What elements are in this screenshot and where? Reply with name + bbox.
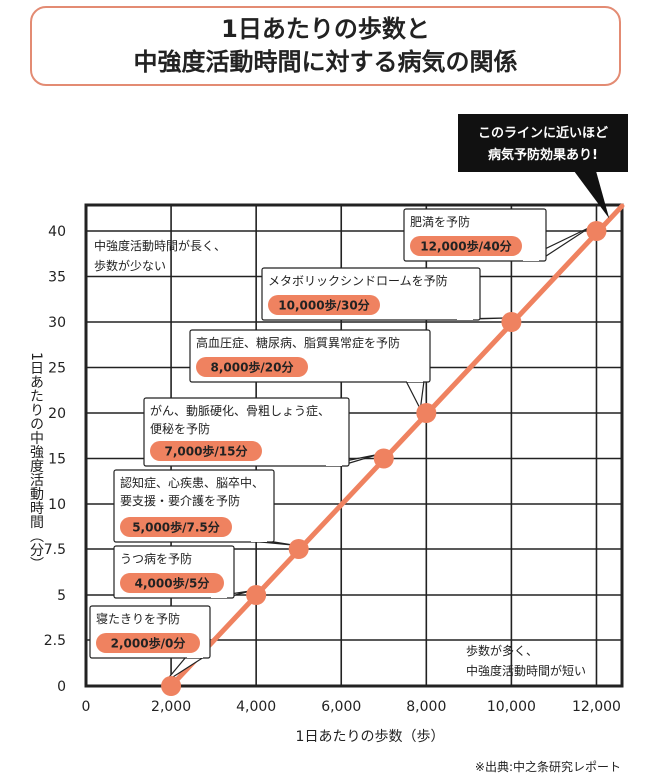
y-tick-label-5: 15	[48, 452, 66, 468]
callout-text-1-0: うつ病を予防	[120, 551, 192, 566]
callout-text-4-0: 高血圧症、糖尿病、脂質異常症を予防	[196, 335, 400, 350]
title-box: 1日あたりの歩数と 中強度活動時間に対する病気の関係	[30, 6, 621, 86]
annotation-bottom-right-0: 歩数が多く、	[466, 643, 538, 658]
x-tick-label-6: 12,000	[572, 699, 621, 715]
badge-0	[96, 633, 200, 653]
x-tick-label-3: 6,000	[321, 699, 361, 715]
badge-1	[120, 573, 224, 593]
badge-6	[410, 236, 522, 256]
plot-frame	[84, 203, 624, 688]
y-tick-label-6: 20	[48, 406, 66, 422]
title-line-1: 1日あたりの歩数と	[221, 15, 430, 43]
badge-text-5: 10,000歩/30分	[278, 298, 369, 313]
annotation-bottom-right-1: 中強度活動時間が短い	[466, 663, 586, 678]
x-axis-title: 1日あたりの歩数（歩）	[296, 729, 445, 745]
badge-text-4: 8,000歩/20分	[210, 360, 293, 375]
data-point-5	[501, 312, 522, 332]
y-axis-title: 1日あたりの中強度活動時間（分）	[28, 352, 44, 571]
callout-text-5-0: メタボリックシンドロームを予防	[268, 273, 448, 288]
y-tick-label-10: 40	[48, 224, 66, 240]
y-tick-label-3: 7.5	[44, 542, 66, 558]
title-line-2: 中強度活動時間に対する病気の関係	[133, 48, 518, 76]
annotation-top-left-0: 中強度活動時間が長く、	[94, 238, 226, 253]
y-tick-label-9: 35	[48, 270, 66, 286]
callout-text-3-0: がん、動脈硬化、骨粗しょう症、	[150, 403, 330, 418]
callout-text-0-0: 寝たきりを予防	[96, 611, 180, 626]
x-tick-label-4: 8,000	[406, 699, 446, 715]
badge-text-3: 7,000歩/15分	[164, 444, 247, 459]
badge-2	[120, 517, 232, 537]
callout-text-2-1: 要支援・要介護を予防	[120, 493, 240, 508]
callout-text-6-0: 肥満を予防	[410, 214, 470, 229]
badge-4	[196, 357, 308, 377]
callout-text-2-0: 認知症、心疾患、脳卒中、	[120, 475, 264, 490]
y-tick-label-2: 5	[57, 588, 66, 604]
trend-line	[168, 203, 625, 689]
y-tick-label-7: 25	[48, 361, 66, 377]
data-point-0	[161, 676, 182, 696]
badge-text-2: 5,000歩/7.5分	[132, 520, 220, 535]
badge-text-0: 2,000歩/0分	[111, 636, 186, 651]
x-tick-label-5: 10,000	[487, 699, 536, 715]
data-point-3	[373, 448, 394, 469]
black-callout-pointer	[574, 171, 610, 219]
x-tick-label-1: 2,000	[151, 699, 191, 715]
badge-text-1: 4,000歩/5分	[135, 576, 210, 591]
callout-text-3-1: 便秘を予防	[150, 421, 210, 436]
annotation-top-left-1: 歩数が少ない	[94, 258, 166, 273]
source-note: ※出典:中之条研究レポート	[474, 760, 621, 774]
data-point-1	[246, 585, 267, 605]
y-tick-label-8: 30	[48, 315, 66, 331]
badge-3	[150, 441, 262, 461]
y-tick-label-0: 0	[57, 679, 66, 695]
data-point-6	[586, 221, 607, 241]
x-tick-label-0: 0	[82, 699, 91, 715]
badge-5	[268, 295, 380, 315]
data-point-2	[288, 539, 309, 559]
black-callout-text-0: このラインに近いほど	[478, 125, 608, 141]
x-tick-label-2: 4,000	[236, 699, 276, 715]
y-tick-label-4: 10	[48, 497, 66, 513]
black-callout-text-1: 病気予防効果あり!	[488, 147, 598, 163]
data-point-4	[416, 403, 437, 423]
badge-text-6: 12,000歩/40分	[420, 239, 511, 254]
y-tick-label-1: 2.5	[44, 633, 66, 649]
black-callout-box	[458, 114, 628, 172]
